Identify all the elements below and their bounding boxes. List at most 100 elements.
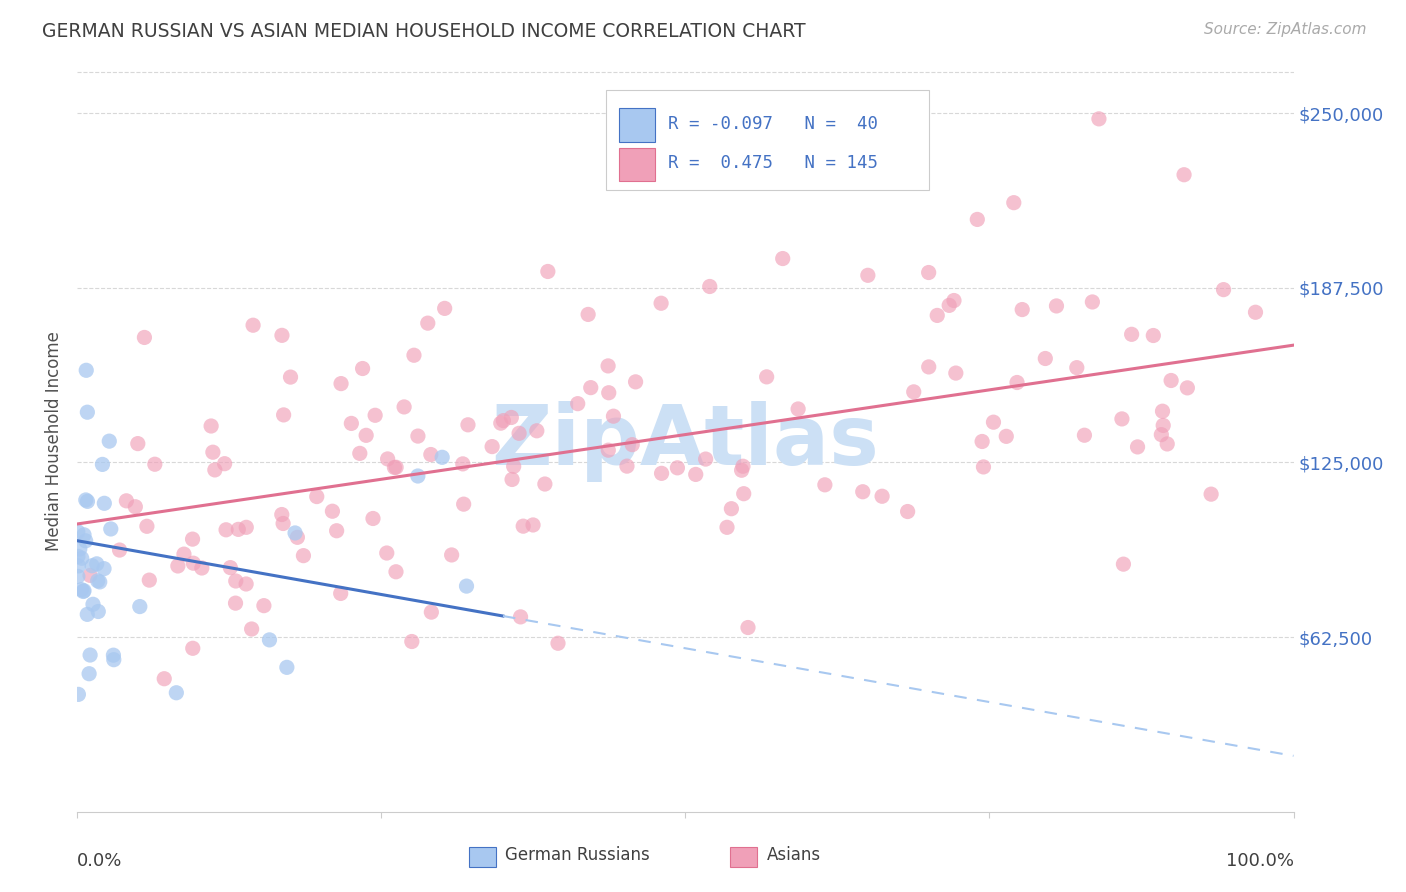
Point <box>66 549 89 564</box>
Point <box>695 452 717 467</box>
Point <box>340 417 363 431</box>
Point <box>547 636 569 650</box>
Point <box>814 478 837 492</box>
Text: R = -0.097   N =  40: R = -0.097 N = 40 <box>668 115 879 133</box>
Point <box>1173 168 1195 182</box>
Point <box>526 424 548 438</box>
FancyBboxPatch shape <box>619 147 655 181</box>
Point <box>235 577 257 591</box>
Point <box>1121 327 1143 342</box>
Point <box>755 369 778 384</box>
Text: Source: ZipAtlas.com: Source: ZipAtlas.com <box>1204 22 1367 37</box>
Point <box>598 443 620 458</box>
Point <box>98 434 121 449</box>
Point <box>134 330 156 344</box>
Point <box>406 429 429 443</box>
Point <box>76 494 98 508</box>
Point <box>321 504 343 518</box>
Point <box>730 463 752 477</box>
Point <box>938 298 960 312</box>
Point <box>305 490 328 504</box>
Point <box>181 641 204 656</box>
Point <box>375 546 398 560</box>
Point <box>1150 427 1173 442</box>
Point <box>402 348 425 362</box>
Point <box>91 458 114 472</box>
Point <box>200 419 222 434</box>
Point <box>420 605 443 619</box>
Point <box>201 445 224 459</box>
Point <box>392 400 415 414</box>
Point <box>253 599 276 613</box>
Point <box>361 511 384 525</box>
Point <box>79 568 101 582</box>
Point <box>271 328 294 343</box>
Point <box>406 469 429 483</box>
Text: GERMAN RUSSIAN VS ASIAN MEDIAN HOUSEHOLD INCOME CORRELATION CHART: GERMAN RUSSIAN VS ASIAN MEDIAN HOUSEHOLD… <box>42 22 806 41</box>
Point <box>72 584 94 599</box>
Point <box>235 520 257 534</box>
Point <box>75 533 97 548</box>
Point <box>787 401 810 416</box>
Point <box>731 459 754 474</box>
Point <box>453 497 475 511</box>
Point <box>352 361 374 376</box>
Point <box>75 492 97 507</box>
Point <box>456 579 478 593</box>
Point <box>1011 302 1033 317</box>
Point <box>271 516 294 531</box>
Text: ZipAtlas: ZipAtlas <box>492 401 879 482</box>
Point <box>1244 305 1267 319</box>
Point <box>276 660 298 674</box>
Point <box>385 565 408 579</box>
Point <box>1152 404 1174 418</box>
Point <box>67 558 90 573</box>
Point <box>451 457 474 471</box>
Point <box>1066 360 1088 375</box>
Point <box>501 473 523 487</box>
Point <box>82 597 104 611</box>
Point <box>93 496 115 510</box>
Point <box>567 397 589 411</box>
Point <box>972 434 994 449</box>
Point <box>128 599 150 614</box>
Point <box>433 301 456 316</box>
Point <box>1111 412 1133 426</box>
Point <box>966 212 988 227</box>
Point <box>167 558 190 573</box>
Point <box>1142 328 1164 343</box>
Point <box>918 359 941 374</box>
Point <box>870 489 893 503</box>
Point <box>1112 557 1135 571</box>
Point <box>181 532 204 546</box>
FancyBboxPatch shape <box>606 90 929 190</box>
Point <box>651 467 673 481</box>
Point <box>89 574 111 589</box>
Point <box>86 574 108 588</box>
Point <box>70 582 93 597</box>
Point <box>204 463 226 477</box>
Point <box>995 429 1018 443</box>
Point <box>215 523 238 537</box>
Point <box>943 293 966 308</box>
Point <box>225 574 247 588</box>
Text: R =  0.475   N = 145: R = 0.475 N = 145 <box>668 154 879 172</box>
Point <box>983 415 1005 429</box>
Point <box>103 653 125 667</box>
Point <box>80 558 103 573</box>
Point <box>79 648 101 662</box>
Text: Asians: Asians <box>766 847 821 864</box>
Point <box>153 672 176 686</box>
Point <box>124 500 146 514</box>
Point <box>377 452 399 467</box>
Point <box>100 522 122 536</box>
Text: 100.0%: 100.0% <box>1226 853 1294 871</box>
Point <box>579 381 602 395</box>
Point <box>364 409 387 423</box>
Point <box>972 459 994 474</box>
Point <box>93 562 115 576</box>
FancyBboxPatch shape <box>619 108 655 142</box>
Point <box>385 460 408 475</box>
Point <box>240 622 263 636</box>
Point <box>440 548 463 562</box>
